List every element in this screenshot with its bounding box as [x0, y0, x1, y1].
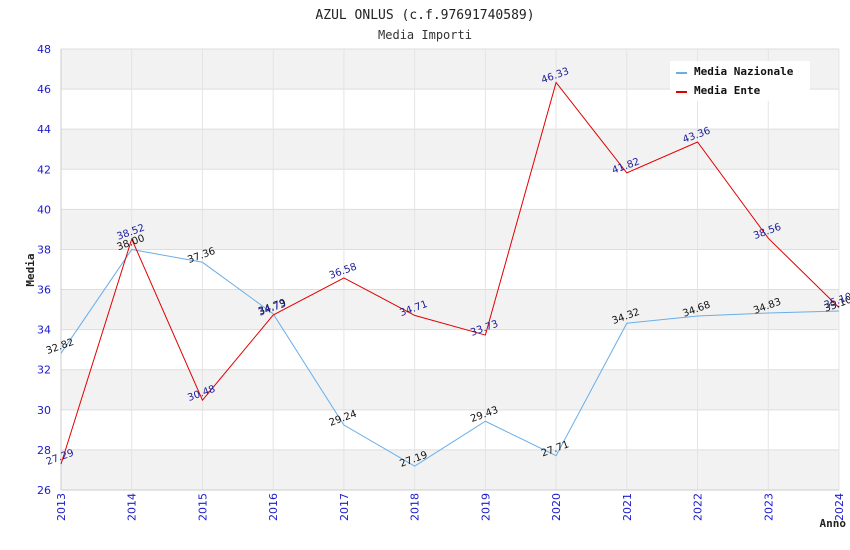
y-tick-label: 32 [37, 364, 51, 377]
data-label: 29.24 [328, 409, 359, 429]
plot-band [61, 449, 839, 490]
x-tick-label: 2015 [196, 493, 209, 521]
x-tick-label: 2019 [479, 493, 492, 521]
y-axis-ticks: 26 28 30 32 34 36 38 40 42 44 46 48 [37, 43, 51, 497]
y-tick-label: 38 [37, 243, 51, 256]
y-tick-label: 30 [37, 404, 51, 417]
y-tick-label: 40 [37, 203, 51, 216]
legend: Media Nazionale Media Ente [670, 61, 810, 101]
plot-band [61, 129, 839, 170]
x-tick-label: 2013 [55, 493, 68, 521]
plot-background [61, 49, 839, 490]
y-tick-label: 34 [37, 324, 51, 337]
y-tick-label: 28 [37, 444, 51, 457]
plot-band [61, 209, 839, 250]
y-tick-label: 46 [37, 83, 51, 96]
legend-label-media-ente: Media Ente [694, 84, 761, 97]
plot-band [61, 289, 839, 330]
x-tick-label: 2018 [409, 493, 422, 521]
y-axis-label: Media [24, 253, 37, 286]
x-tick-label: 2024 [833, 493, 846, 521]
y-tick-label: 44 [37, 123, 51, 136]
legend-label-media-nazionale: Media Nazionale [694, 65, 794, 78]
series-group [60, 81, 840, 467]
x-tick-label: 2016 [267, 493, 280, 521]
series-line-media-ente [60, 81, 840, 465]
x-tick-label: 2020 [550, 493, 563, 521]
x-tick-label: 2022 [692, 493, 705, 521]
legend-box [670, 61, 810, 101]
chart-subtitle: Media Importi [378, 28, 472, 42]
plot-band [61, 369, 839, 410]
x-tick-label: 2021 [621, 493, 634, 521]
x-tick-label: 2023 [762, 493, 775, 521]
y-tick-label: 36 [37, 284, 51, 297]
x-tick-label: 2014 [126, 493, 139, 521]
x-tick-label: 2017 [338, 493, 351, 521]
series-line-media-nazionale [60, 248, 840, 467]
data-label: 32.82 [45, 337, 76, 357]
x-axis-ticks: 2013 2014 2015 2016 2017 2018 2019 2020 2021 2022… [55, 493, 846, 521]
grid [60, 48, 840, 491]
chart-title: AZUL ONLUS (c.f.97691740589) [315, 8, 534, 23]
y-tick-label: 26 [37, 484, 51, 497]
x-axis-label: Anno [820, 517, 847, 530]
y-tick-label: 42 [37, 163, 51, 176]
y-tick-label: 48 [37, 43, 51, 56]
